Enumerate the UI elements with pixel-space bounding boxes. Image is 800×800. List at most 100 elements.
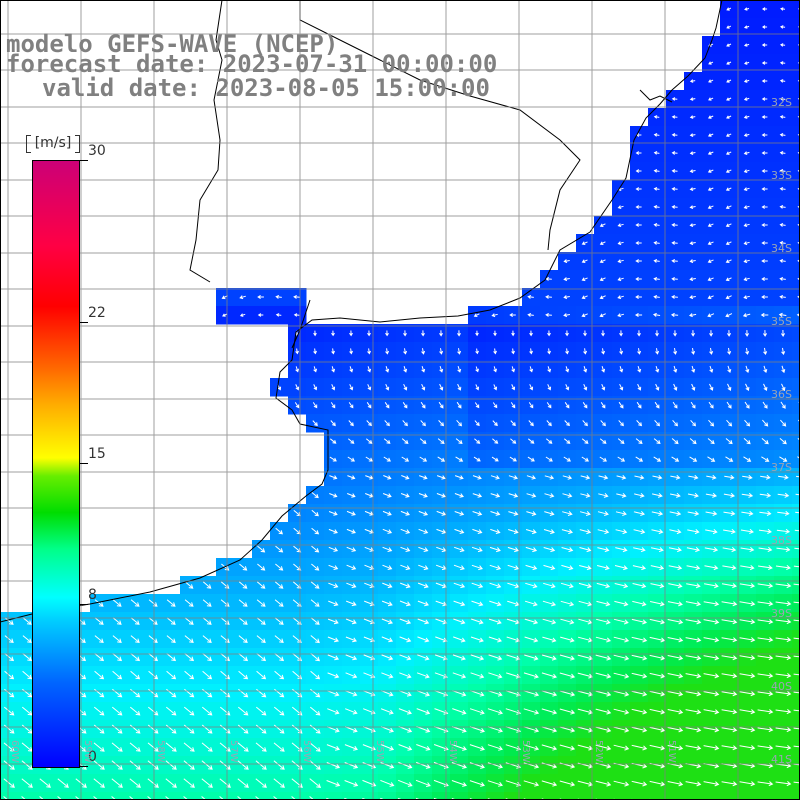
latitude-label: 41S [771,753,792,766]
wind-arrow [631,636,648,643]
wind-arrow [775,637,792,643]
wind-arrow [457,365,462,373]
colorbar-tick [80,766,88,767]
wind-arrow [419,475,428,480]
wind-arrow [147,724,159,734]
wind-arrow [689,205,696,209]
wind-arrow [544,511,555,516]
wind-arrow [565,330,569,337]
wind-arrow [112,670,123,680]
wind-arrow [581,241,588,245]
longitude-label: 57W [228,740,239,763]
wind-arrow [775,709,792,715]
wind-arrow [617,205,624,209]
wind-arrow [561,564,574,571]
wind-arrow [578,582,592,589]
wind-arrow [707,133,714,137]
wind-arrow [631,690,648,697]
wind-arrow [274,635,284,643]
wind-arrow [707,187,714,191]
wind-arrow [655,365,660,373]
wind-arrow [256,599,266,607]
wind-arrow [367,330,371,337]
wind-arrow [511,330,515,337]
wind-arrow [453,564,465,571]
wind-arrow [439,383,444,391]
wind-arrow [671,97,678,101]
wind-arrow [601,330,605,337]
wind-arrow [726,79,732,83]
wind-arrow [328,600,339,607]
wind-arrow [385,348,390,355]
wind-arrow [744,61,750,65]
speed-cell [792,198,800,217]
wind-arrow [22,653,33,662]
wind-arrow [492,402,498,409]
wind-arrow [256,581,266,589]
speed-cell [432,792,451,800]
wind-arrow [707,151,714,155]
wind-arrow [615,529,628,535]
wind-arrow [668,583,683,589]
wind-arrow [775,691,792,697]
wind-arrow [725,187,732,191]
wind-arrow [380,744,395,751]
wind-arrow [597,529,610,535]
speed-cell [792,792,800,800]
wind-arrow [779,133,786,137]
speed-cell [594,792,613,800]
wind-arrow [634,474,645,480]
wind-arrow [671,169,678,173]
wind-arrow [511,348,515,355]
wind-arrow [147,742,159,752]
wind-arrow [743,223,750,227]
wind-arrow [757,673,774,679]
wind-arrow [147,778,159,788]
wind-arrow [726,7,732,11]
speed-cell [252,792,271,800]
wind-arrow [112,599,122,607]
wind-arrow [439,365,444,373]
wind-arrow [739,745,756,751]
wind-arrow [452,654,466,661]
latitude-label: 40S [771,680,792,693]
wind-arrow [399,654,412,661]
wind-arrow [614,583,629,589]
wind-arrow [779,151,786,155]
wind-arrow [471,564,483,571]
wind-arrow [761,61,768,65]
wind-arrow [703,745,720,751]
wind-arrow [632,565,647,571]
wind-arrow [757,583,774,589]
wind-arrow [601,348,606,355]
wind-arrow [93,742,105,752]
wind-arrow [632,600,647,607]
wind-arrow [672,401,678,409]
wind-arrow [725,313,733,318]
wind-arrow [417,618,430,625]
wind-arrow [615,510,627,516]
wind-arrow [416,761,431,769]
wind-arrow [561,529,573,535]
wind-arrow [148,670,159,680]
wind-arrow [777,510,790,516]
wind-arrow [420,420,426,427]
wind-arrow [529,384,534,391]
wind-arrow [649,654,666,661]
wind-arrow [667,619,684,625]
speed-cell [792,576,800,595]
wind-arrow [525,546,538,553]
wind-arrow [725,205,732,209]
wind-arrow [743,277,750,282]
wind-arrow [257,313,264,317]
wind-arrow [779,187,786,191]
wind-arrow [327,672,340,679]
wind-arrow [505,780,522,787]
speed-cell [792,144,800,163]
wind-arrow [652,312,661,317]
wind-arrow [274,617,284,625]
wind-arrow [596,600,611,607]
wind-arrow [761,223,768,227]
